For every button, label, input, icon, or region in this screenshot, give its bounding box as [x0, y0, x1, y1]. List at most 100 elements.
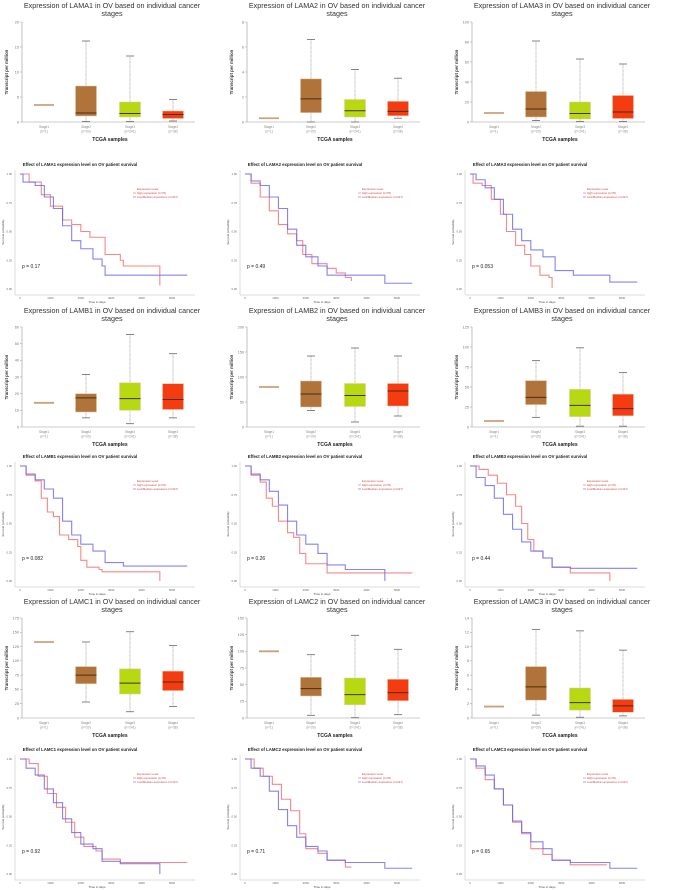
y-tick-label: 150: [13, 631, 19, 635]
p-value: p = 0.053: [472, 264, 493, 270]
iqr-box: [525, 666, 547, 701]
x-tick-label: 3000: [558, 881, 565, 885]
box-stage2: [300, 654, 322, 716]
y-tick-label: 200: [238, 325, 244, 329]
boxplot-lamc2: Expression of LAMC2 in OV based on indiv…: [229, 597, 426, 739]
category-count: (n=241): [124, 130, 135, 134]
category-label: Stage2: [531, 430, 541, 434]
y-tick-label: 100: [238, 650, 244, 654]
legend-high: High expression (n=76): [587, 191, 616, 195]
iqr-box: [75, 85, 97, 117]
y-tick-label: 8: [242, 20, 244, 24]
box-stage4: [612, 649, 634, 717]
y-tick-label: 0: [242, 716, 244, 720]
box-stage2: [75, 374, 97, 419]
y-tick-label: 0.00: [7, 579, 13, 583]
y-tick-label: 1.00: [7, 464, 13, 468]
chart-title-line-2: stages: [326, 9, 348, 18]
y-axis-label: Transcript per million: [229, 354, 234, 399]
x-tick-label: 3000: [108, 588, 115, 592]
x-axis-label: TCGA samples: [542, 442, 578, 448]
iqr-box: [569, 101, 591, 120]
legend-high: High expression (n=76): [362, 191, 391, 195]
survival-plot-lama2: Effect of LAMA2 expression level on OV p…: [226, 162, 420, 304]
iqr-box: [162, 670, 184, 691]
y-tick-label: 75: [465, 365, 469, 369]
y-tick-label: 0.75: [457, 786, 463, 790]
y-axis-label: Transcript per million: [229, 49, 234, 94]
category-label: Stage4: [393, 125, 403, 129]
y-tick-label: 100: [463, 345, 469, 349]
y-tick-label: 0.25: [7, 843, 13, 847]
legend-title: Expression Level: [362, 479, 384, 483]
y-axis-label: Transcript per million: [229, 645, 234, 690]
high-expression-curve: [470, 173, 553, 288]
iqr-box: [525, 91, 547, 118]
y-tick-label: 1.00: [7, 172, 13, 176]
category-count: (n=20): [81, 726, 90, 730]
legend-low: Low/Medium-expression (n=227): [137, 195, 178, 199]
y-axis-label: Survival probability: [451, 219, 455, 245]
box-stage4: [162, 99, 184, 122]
legend-title: Expression Level: [137, 772, 159, 776]
x-tick-label: 3000: [333, 296, 340, 300]
legend-high: High expression (n=76): [137, 191, 166, 195]
y-axis-label: Transcript per million: [4, 49, 9, 94]
category-count: (n=1): [490, 435, 498, 439]
category-count: (n=20): [306, 435, 315, 439]
box-stage3: [119, 631, 141, 713]
x-tick-label: 1000: [497, 588, 504, 592]
y-tick-label: 1.00: [232, 172, 238, 176]
category-label: Stage2: [531, 721, 541, 725]
y-tick-label: 12: [465, 631, 469, 635]
legend-low: Low/Medium-expression (n=227): [362, 195, 403, 199]
category-count: (n=241): [574, 435, 585, 439]
category-count: (n=38): [618, 726, 627, 730]
legend-title: Expression Level: [587, 187, 609, 191]
legend-title: Expression Level: [137, 479, 159, 483]
y-tick-label: 1.00: [7, 757, 13, 761]
high-expression-curve: [20, 465, 161, 581]
survival-plot-lama3: Effect of LAMA3 expression level on OV p…: [451, 162, 645, 304]
category-label: Stage1: [489, 721, 499, 725]
y-axis-label: Survival probability: [1, 219, 5, 245]
x-tick-label: 1000: [272, 881, 279, 885]
chart-title: Expression of LAMC1 in OV based on indiv…: [24, 597, 201, 606]
x-tick-label: 2000: [303, 296, 310, 300]
category-label: Stage4: [393, 721, 403, 725]
x-tick-label: 4000: [363, 296, 370, 300]
low-medium-expression-curve: [20, 758, 161, 874]
legend-low: Low/Medium-expression (n=227): [587, 487, 628, 491]
x-tick-label: 5000: [169, 296, 176, 300]
category-count: (n=20): [306, 130, 315, 134]
y-axis-label: Survival probability: [1, 804, 5, 830]
p-value: p = 0.92: [22, 849, 40, 855]
x-axis-label: TCGA samples: [317, 442, 353, 448]
chart-title: Effect of LAMA3 expression level on OV p…: [473, 162, 587, 167]
category-count: (n=20): [81, 130, 90, 134]
y-tick-label: 100: [463, 20, 469, 24]
legend-high: High expression (n=76): [362, 776, 391, 780]
category-label: Stage2: [306, 721, 316, 725]
box-stage4: [162, 353, 184, 419]
y-tick-label: 50: [15, 688, 19, 692]
chart-title: Effect of LAMB3 expression level on OV p…: [473, 454, 587, 459]
category-label: Stage4: [618, 721, 628, 725]
legend-title: Expression Level: [587, 772, 609, 776]
box-stage3: [569, 58, 591, 122]
y-axis-label: Transcript per million: [454, 49, 459, 94]
x-tick-label: 0: [469, 588, 471, 592]
y-tick-label: 0.00: [7, 872, 13, 876]
box-stage3: [569, 630, 591, 718]
chart-title: Effect of LAMC2 expression level on OV p…: [248, 747, 362, 752]
y-tick-label: 20: [15, 392, 19, 396]
y-tick-label: 0.00: [457, 287, 463, 291]
category-label: Stage2: [81, 721, 91, 725]
category-label: Stage4: [393, 430, 403, 434]
x-tick-label: 2000: [78, 296, 85, 300]
x-tick-label: 1000: [497, 296, 504, 300]
box-stage2: [300, 39, 322, 123]
x-tick-label: 4000: [363, 588, 370, 592]
